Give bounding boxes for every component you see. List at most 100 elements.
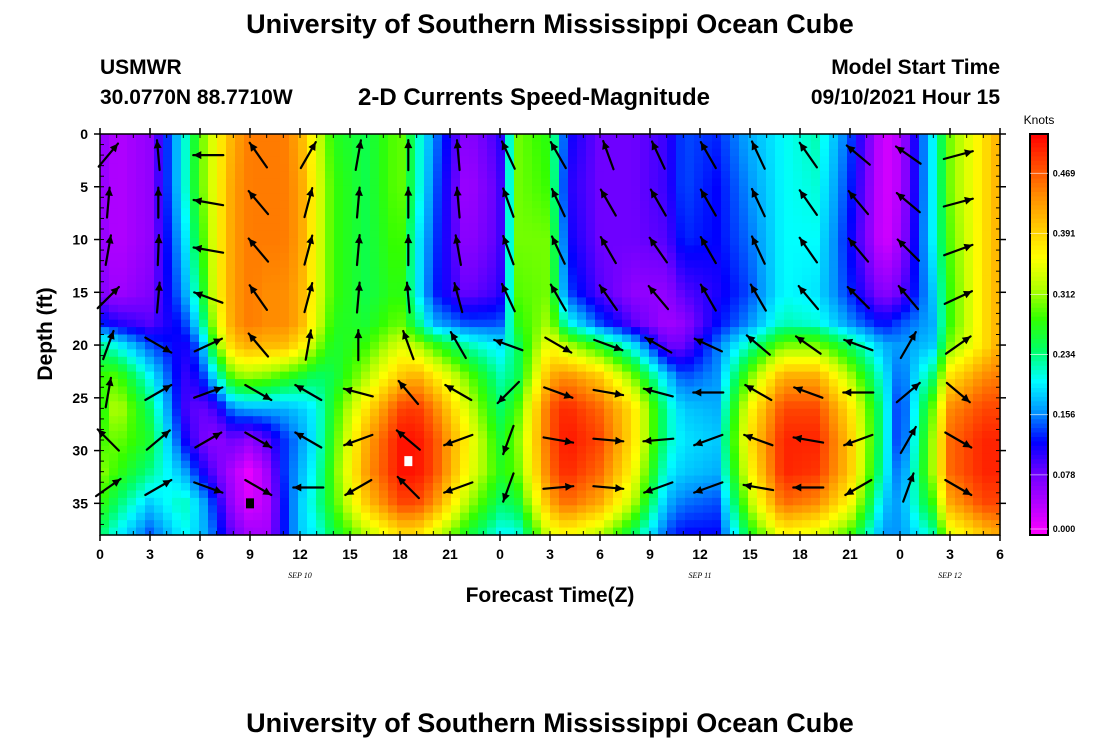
heatmap-cell [451,334,461,343]
heatmap-cell [190,193,200,202]
heatmap-cell [559,200,569,209]
heatmap-cell [703,163,713,172]
heatmap-cell [118,304,128,313]
heatmap-cell [307,148,317,157]
heatmap-cell [145,141,155,150]
heatmap-cell [622,341,632,350]
heatmap-cell [685,312,695,321]
heatmap-cell [523,267,533,276]
heatmap-cell [226,148,236,157]
heatmap-cell [226,416,236,425]
heatmap-cell [793,252,803,261]
heatmap-cell [451,371,461,380]
heatmap-cell [163,475,173,484]
heatmap-cell [190,237,200,246]
heatmap-cell [163,341,173,350]
heatmap-cell [496,520,506,529]
heatmap-cell [550,312,560,321]
heatmap-cell [631,148,641,157]
heatmap-cell [784,327,794,336]
heatmap-cell [694,371,704,380]
heatmap-cell [811,341,821,350]
heatmap-cell [478,468,488,477]
heatmap-cell [100,401,110,410]
heatmap-cell [649,275,659,284]
heatmap-cell [145,460,155,469]
heatmap-cell [325,282,335,291]
heatmap-cell [514,393,524,402]
heatmap-cell [334,483,344,492]
heatmap-cell [622,520,632,529]
heatmap-cell [577,193,587,202]
heatmap-cell [685,483,695,492]
heatmap-cell [478,156,488,165]
heatmap-cell [910,178,920,187]
heatmap-cell [667,371,677,380]
station-coordinates: 30.0770N 88.7710W [100,86,293,109]
heatmap-cell [775,356,785,365]
heatmap-cell [145,490,155,499]
heatmap-cell [721,267,731,276]
heatmap-cell [379,185,389,195]
heatmap-cell [928,237,938,246]
heatmap-cell [919,460,929,469]
heatmap-cell [163,171,173,180]
heatmap-cell [658,193,668,202]
heatmap-cell [118,393,128,402]
heatmap-cell [811,237,821,246]
heatmap-cell [136,490,146,499]
heatmap-cell [397,319,407,328]
heatmap-cell [208,527,218,536]
heatmap-cell [811,431,821,440]
heatmap-cell [451,349,461,358]
heatmap-cell [595,312,605,321]
heatmap-cell [145,297,155,306]
heatmap-cell [793,349,803,358]
heatmap-cell [127,297,137,306]
heatmap-cell [235,468,245,477]
heatmap-cell [478,178,488,187]
heatmap-cell [127,208,137,217]
heatmap-cell [460,445,470,454]
heatmap-cell [289,223,299,232]
heatmap-cell [163,267,173,276]
heatmap-cell [253,163,263,172]
heatmap-cell [433,497,443,506]
heatmap-cell [397,356,407,365]
heatmap-cell [838,423,848,432]
heatmap-cell [631,193,641,202]
heatmap-cell [721,379,731,388]
heatmap-cell [658,245,668,254]
heatmap-cell [100,460,110,469]
heatmap-cell [532,431,542,440]
heatmap-cell [622,163,632,172]
heatmap-cell [649,460,659,469]
heatmap-cell [802,445,812,454]
heatmap-cell [604,297,614,306]
heatmap-cell [874,171,884,180]
heatmap-cell [388,200,398,209]
heatmap-cell [730,319,740,328]
heatmap-cell [865,408,875,417]
heatmap-cell [442,230,452,239]
heatmap-cell [163,148,173,157]
heatmap-cell [847,260,857,269]
heatmap-cell [901,408,911,417]
heatmap-cell [523,401,533,410]
heatmap-cell [838,319,848,328]
heatmap-cell [505,475,515,484]
heatmap-cell [442,408,452,417]
heatmap-cell [523,423,533,432]
heatmap-cell [676,371,686,380]
heatmap-cell [811,364,821,373]
heatmap-cell [541,356,551,365]
heatmap-cell [280,445,290,454]
heatmap-cell [703,438,713,447]
heatmap-cell [757,178,767,187]
heatmap-cell [874,178,884,187]
heatmap-cell [613,497,623,506]
heatmap-cell [802,453,812,462]
heatmap-cell [766,200,776,209]
heatmap-cell [613,185,623,195]
heatmap-cell [820,215,830,224]
